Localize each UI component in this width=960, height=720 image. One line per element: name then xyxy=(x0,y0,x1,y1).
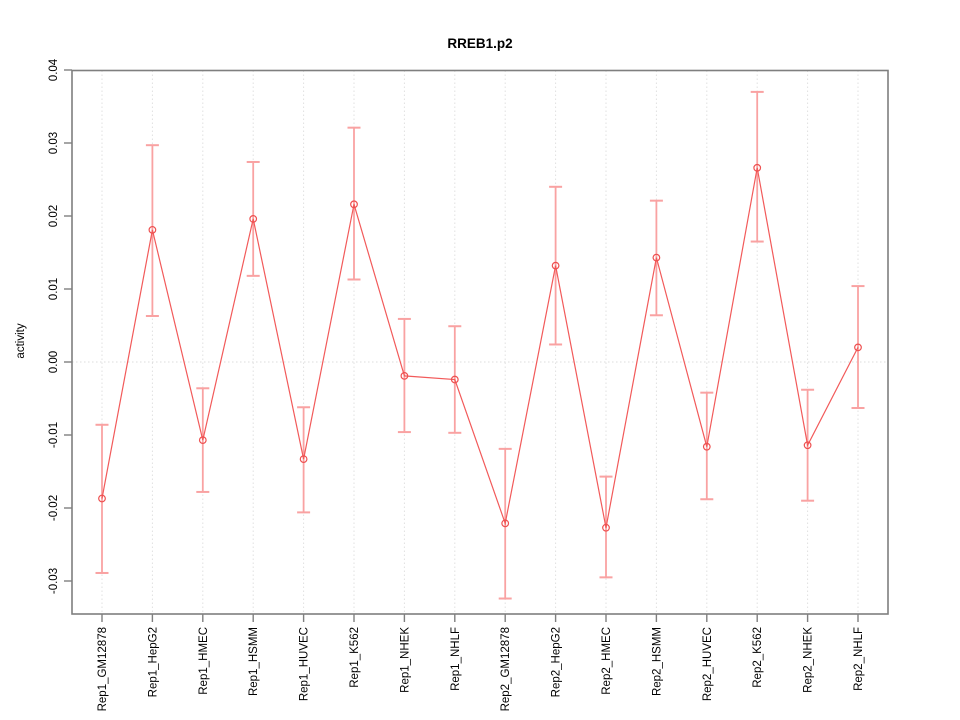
y-tick-label: 0.04 xyxy=(48,58,60,81)
x-tick-label: Rep2_GM12878 xyxy=(500,627,512,711)
x-tick-label: Rep2_HUVEC xyxy=(702,627,714,701)
x-tick-label: Rep2_HSMM xyxy=(651,627,663,696)
x-tick-label: Rep2_HepG2 xyxy=(551,627,563,697)
data-point xyxy=(148,225,157,234)
data-point xyxy=(702,442,711,451)
data-point xyxy=(602,523,610,532)
data-point xyxy=(299,455,308,463)
x-tick-label: Rep2_HMEC xyxy=(601,627,613,695)
y-tick-label: 0.00 xyxy=(48,351,60,373)
y-tick-label: -0.01 xyxy=(48,422,60,448)
x-tick-label: Rep1_K562 xyxy=(349,627,361,688)
x-tick-label: Rep1_HSMM xyxy=(248,627,260,696)
y-tick-label: -0.02 xyxy=(48,495,60,521)
x-tick-label: Rep2_K562 xyxy=(752,627,764,688)
data-point xyxy=(652,253,661,262)
x-tick-label: Rep2_NHLF xyxy=(853,627,865,691)
x-tick-label: Rep2_NHEK xyxy=(803,627,815,693)
data-point xyxy=(753,163,762,172)
data-point xyxy=(854,343,862,352)
x-tick-label: Rep1_HUVEC xyxy=(299,627,311,701)
chart-title: RREB1.p2 xyxy=(447,36,513,51)
series-line xyxy=(101,167,859,528)
y-tick-label: 0.01 xyxy=(48,278,60,300)
data-point xyxy=(350,200,358,209)
x-tick-label: Rep1_GM12878 xyxy=(97,627,109,711)
plot-border xyxy=(71,69,889,615)
data-point xyxy=(249,215,258,223)
data-point xyxy=(400,371,409,380)
data-point xyxy=(450,375,459,384)
data-point xyxy=(551,261,560,270)
x-tick-label: Rep1_HepG2 xyxy=(147,627,159,697)
data-point xyxy=(803,441,812,450)
x-tick-label: Rep1_NHEK xyxy=(399,627,411,693)
y-tick-label: 0.03 xyxy=(48,132,60,154)
y-tick-label: 0.02 xyxy=(48,205,60,227)
x-tick-label: Rep1_NHLF xyxy=(450,627,462,691)
data-point xyxy=(198,436,207,445)
y-tick-label: -0.03 xyxy=(48,568,60,594)
data-point xyxy=(501,519,510,528)
x-tick-label: Rep1_HMEC xyxy=(198,627,210,695)
data-point xyxy=(98,494,106,503)
